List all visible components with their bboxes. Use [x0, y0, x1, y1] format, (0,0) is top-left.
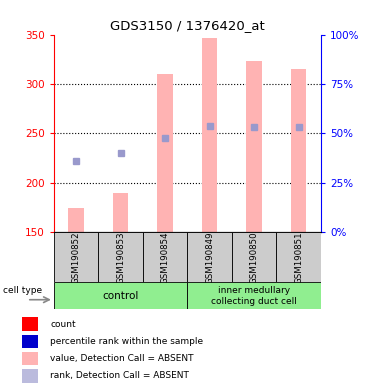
Bar	[22, 317, 38, 331]
Text: control: control	[102, 291, 139, 301]
Bar	[54, 282, 187, 309]
Bar	[202, 38, 217, 232]
Bar	[68, 208, 84, 232]
Text: percentile rank within the sample: percentile rank within the sample	[50, 337, 203, 346]
Text: inner medullary
collecting duct cell: inner medullary collecting duct cell	[211, 286, 297, 306]
Bar	[143, 232, 187, 282]
Text: value, Detection Call = ABSENT: value, Detection Call = ABSENT	[50, 354, 194, 363]
Bar	[232, 232, 276, 282]
Text: GSM190851: GSM190851	[294, 231, 303, 284]
Text: cell type: cell type	[3, 286, 42, 295]
Bar	[157, 74, 173, 232]
Bar	[276, 232, 321, 282]
Bar	[113, 193, 128, 232]
Bar	[22, 352, 38, 365]
Bar	[187, 232, 232, 282]
Text: GSM190852: GSM190852	[72, 231, 81, 284]
Text: GSM190853: GSM190853	[116, 231, 125, 284]
Bar	[187, 282, 321, 309]
Text: count: count	[50, 319, 76, 329]
Text: rank, Detection Call = ABSENT: rank, Detection Call = ABSENT	[50, 371, 189, 380]
Bar	[98, 232, 143, 282]
Bar	[22, 334, 38, 348]
Bar	[246, 61, 262, 232]
Title: GDS3150 / 1376420_at: GDS3150 / 1376420_at	[110, 19, 265, 32]
Bar	[291, 69, 306, 232]
Text: GSM190849: GSM190849	[205, 231, 214, 283]
Bar	[54, 232, 98, 282]
Text: GSM190850: GSM190850	[250, 231, 259, 284]
Text: GSM190854: GSM190854	[161, 231, 170, 284]
Bar	[22, 369, 38, 382]
